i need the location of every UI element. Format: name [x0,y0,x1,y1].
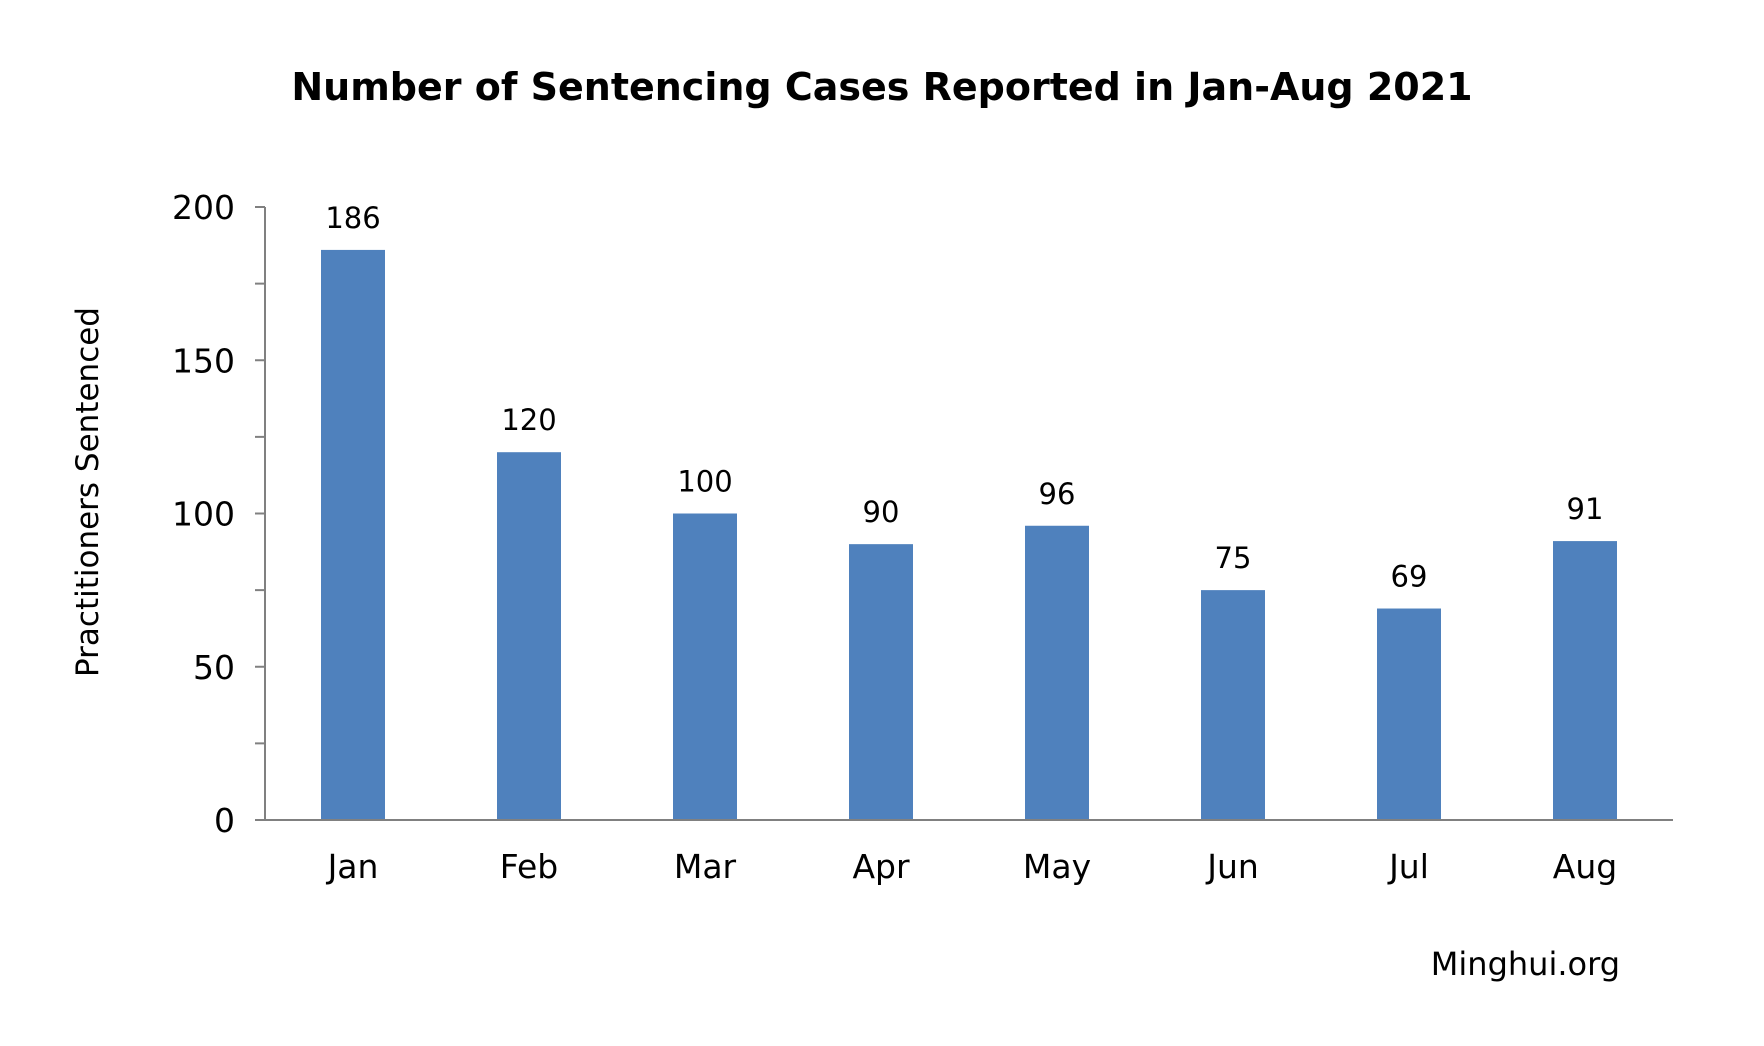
y-axis-label: Practitioners Sentenced [70,307,106,677]
source-label: Minghui.org [1431,945,1620,983]
y-axis-ticks: 0 50 100 150 200 [172,188,265,840]
x-tick-label-mar: Mar [674,847,737,886]
bar-jun [1201,590,1265,820]
data-label-jul: 69 [1391,560,1428,594]
bar-apr [849,544,913,820]
data-label-mar: 100 [677,465,732,499]
data-label-jun: 75 [1215,541,1252,575]
bar-aug [1553,541,1617,820]
x-tick-label-apr: Apr [852,847,910,886]
data-label-aug: 91 [1567,492,1604,526]
x-tick-label-may: May [1023,847,1091,886]
x-tick-label-jan: Jan [326,847,379,886]
data-label-apr: 90 [863,495,900,529]
x-tick-label-feb: Feb [500,847,558,886]
x-axis-labels: Jan Feb Mar Apr May Jun Jul Aug [326,847,1618,886]
bar-may [1025,525,1089,820]
chart-title: Number of Sentencing Cases Reported in J… [291,65,1472,109]
data-label-feb: 120 [501,403,556,437]
bar-mar [673,513,737,820]
y-tick-label: 0 [214,801,235,840]
bars [321,249,1617,820]
data-label-jan: 186 [325,201,380,235]
x-tick-label-jul: Jul [1387,847,1429,886]
x-tick-label-jun: Jun [1205,847,1259,886]
bar-feb [497,452,561,820]
bar-jan [321,249,385,820]
bar-jul [1377,608,1441,820]
data-labels: 186 120 100 90 96 75 69 91 [325,201,1603,594]
y-tick-label: 100 [172,495,235,534]
data-label-may: 96 [1039,477,1076,511]
y-tick-label: 50 [193,648,235,687]
x-tick-label-aug: Aug [1553,847,1617,886]
y-tick-label: 200 [172,188,235,227]
y-tick-label: 150 [172,341,235,380]
